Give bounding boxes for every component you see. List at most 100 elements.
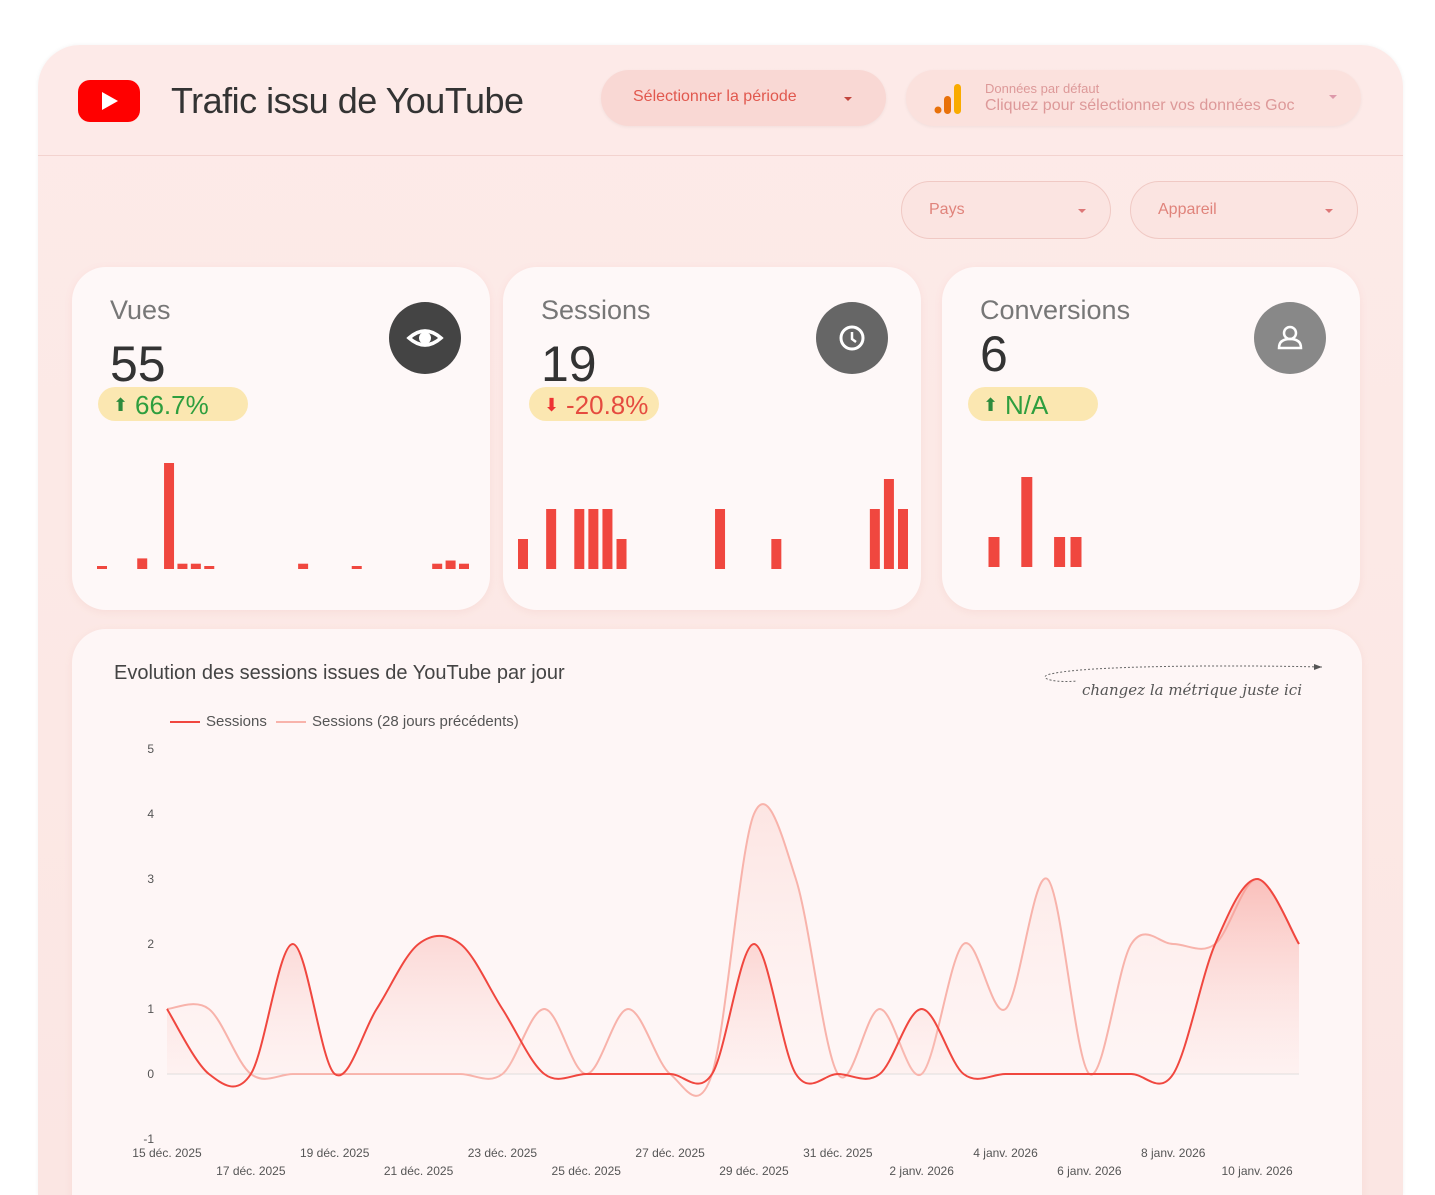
x-tick-label: 27 déc. 2025 (635, 1146, 705, 1160)
spark-bar (574, 509, 585, 569)
clock-icon (816, 302, 888, 374)
x-tick-label: 25 déc. 2025 (552, 1164, 622, 1178)
eye-icon (389, 302, 461, 374)
spark-bar (177, 563, 188, 569)
x-tick-label: 23 déc. 2025 (468, 1146, 538, 1160)
page-title: Trafic issu de YouTube (171, 80, 524, 121)
spark-bar (988, 537, 1000, 567)
spark-bar (204, 566, 215, 569)
period-label: Sélectionner la période (633, 88, 797, 105)
legend-item-current: Sessions (170, 713, 267, 730)
datasource-hint: Cliquez pour sélectionner vos données Go… (985, 97, 1295, 114)
x-tick-label: 10 janv. 2026 (1221, 1164, 1292, 1178)
spark-bar (459, 563, 469, 569)
y-tick-label: 0 (147, 1067, 154, 1081)
curved-arrow-icon (1044, 664, 1323, 682)
scorecard-delta: N/A (1005, 390, 1049, 420)
y-tick-label: 1 (147, 1002, 154, 1016)
spark-bar (351, 566, 362, 569)
device-filter[interactable]: Appareil (1130, 181, 1358, 239)
x-tick-label: 17 déc. 2025 (216, 1164, 286, 1178)
header: Trafic issu de YouTube Sélectionner la p… (38, 45, 1403, 156)
y-tick-label: 3 (147, 872, 154, 886)
chevron-down-icon (844, 97, 852, 101)
chevron-down-icon (1329, 95, 1337, 99)
device-filter-label: Appareil (1158, 201, 1217, 218)
spark-bar (164, 463, 175, 569)
x-tick-label: 15 déc. 2025 (132, 1146, 202, 1160)
arrow-down-icon: ⬇ (544, 395, 560, 415)
spark-bar (616, 539, 627, 569)
datasource-default-label: Données par défaut (985, 81, 1100, 96)
arrow-up-icon: ⬆ (983, 395, 999, 415)
scorecard-value: 55 (110, 336, 166, 392)
scorecard-delta-badge: ⬆ N/A (968, 387, 1098, 421)
x-tick-label: 8 janv. 2026 (1141, 1146, 1206, 1160)
series-sessions-area (167, 879, 1299, 1087)
spark-bar (1070, 537, 1082, 567)
spark-bar (1054, 537, 1066, 567)
scorecard-name: Sessions (541, 295, 651, 325)
chevron-down-icon (1078, 209, 1086, 213)
metric-hint: changez la métrique juste ici (1082, 681, 1303, 699)
spark-bar (546, 509, 557, 569)
spark-bar (1021, 477, 1033, 567)
legend-label: Sessions (28 jours précédents) (312, 713, 519, 730)
series-sessions-line (166, 877, 1300, 1088)
chevron-down-icon (1325, 209, 1333, 213)
legend-swatch (170, 721, 200, 724)
y-tick-label: 2 (147, 937, 154, 951)
scorecard-conversions: Conversions 6 ⬆ N/A (942, 267, 1360, 610)
spark-bar (602, 509, 613, 569)
scorecard-value: 19 (541, 336, 597, 392)
spark-bar (869, 509, 880, 569)
x-tick-label: 29 déc. 2025 (719, 1164, 789, 1178)
spark-bar (518, 539, 528, 569)
scorecard-sessions: Sessions 19 ⬇ -20.8% (503, 267, 921, 610)
spark-bar (445, 560, 456, 569)
legend-item-previous: Sessions (28 jours précédents) (276, 713, 519, 730)
period-selector[interactable]: Sélectionner la période (601, 70, 886, 126)
x-tick-label: 31 déc. 2025 (803, 1146, 873, 1160)
y-tick-label: 4 (147, 807, 154, 821)
arrow-up-icon: ⬆ (113, 395, 129, 415)
spark-bar (898, 509, 908, 569)
sparkline-chart (97, 463, 469, 569)
scorecard-name: Conversions (980, 295, 1131, 325)
x-tick-label: 19 déc. 2025 (300, 1146, 370, 1160)
y-tick-label: 5 (147, 742, 154, 756)
series-sessions-previous-area (167, 804, 1299, 1096)
y-tick-label: -1 (143, 1132, 154, 1146)
scorecard-name: Vues (110, 295, 171, 325)
chart-title: Evolution des sessions issues de YouTube… (114, 662, 565, 684)
sessions-timeseries-card: Evolution des sessions issues de YouTube… (72, 629, 1362, 1195)
dashboard-panel: Trafic issu de YouTube Sélectionner la p… (38, 45, 1403, 1195)
spark-bar (883, 479, 894, 569)
x-tick-label: 21 déc. 2025 (384, 1164, 454, 1178)
user-icon (1254, 302, 1326, 374)
country-filter-label: Pays (929, 201, 965, 218)
scorecard-views: Vues 55 ⬆ 66.7% (72, 267, 490, 610)
scorecard-delta-badge: ⬆ 66.7% (98, 387, 248, 421)
spark-bar (190, 563, 201, 569)
country-filter[interactable]: Pays (901, 181, 1111, 239)
spark-bar (432, 563, 443, 569)
spark-bar (771, 539, 782, 569)
spark-bar (588, 509, 599, 569)
datasource-selector[interactable]: Données par défaut Cliquez pour sélectio… (906, 70, 1361, 126)
scorecard-delta-badge: ⬇ -20.8% (529, 387, 659, 421)
legend-label: Sessions (206, 713, 267, 730)
spark-bar (715, 509, 726, 569)
scorecard-delta: -20.8% (566, 390, 649, 420)
spark-bar (97, 566, 107, 569)
spark-bar (137, 558, 148, 569)
x-tick-label: 6 janv. 2026 (1057, 1164, 1122, 1178)
scorecard-value: 6 (980, 326, 1008, 382)
analytics-icon (934, 84, 961, 114)
scorecard-delta: 66.7% (135, 390, 209, 420)
sparkline-chart (518, 479, 908, 569)
youtube-logo-icon (78, 80, 140, 122)
legend-swatch (276, 721, 306, 724)
sparkline-chart (988, 477, 1082, 567)
sessions-line-chart: 5 4 3 2 1 0 -115 déc. 2025 17 déc. 2025 19 déc. … (132, 742, 1300, 1178)
